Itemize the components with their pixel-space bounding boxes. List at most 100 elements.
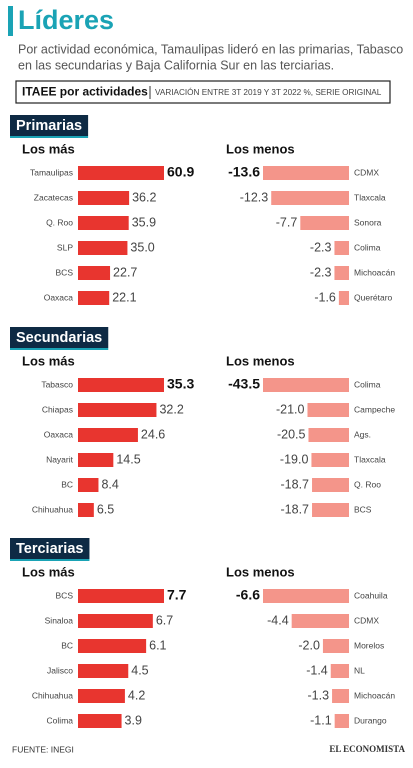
bar xyxy=(291,614,349,628)
bar xyxy=(78,503,94,517)
category-label: Jalisco xyxy=(47,665,73,675)
chart-title: Los menos xyxy=(226,141,295,156)
value-label: 6.5 xyxy=(97,502,114,516)
value-label: -6.6 xyxy=(236,587,260,603)
value-label: -19.0 xyxy=(280,452,309,466)
bar xyxy=(78,589,164,603)
section-underline xyxy=(10,559,90,561)
value-label: 6.1 xyxy=(149,638,166,652)
category-label: Colima xyxy=(354,242,381,252)
value-label: 22.7 xyxy=(113,265,137,279)
category-label: BC xyxy=(61,479,73,489)
section-title: Terciarias xyxy=(16,541,83,557)
value-label: -20.5 xyxy=(277,427,306,441)
value-label: -2.3 xyxy=(310,240,332,254)
label: ITAEE por actividades xyxy=(22,85,148,99)
bar xyxy=(78,266,111,280)
value-label: 24.6 xyxy=(141,427,165,441)
section-underline xyxy=(10,348,109,350)
bar xyxy=(78,403,157,417)
chart-title: Los más xyxy=(22,564,75,579)
bar xyxy=(78,478,99,492)
category-label: BCS xyxy=(56,590,74,600)
value-label: 35.0 xyxy=(130,240,154,254)
value-label: -1.1 xyxy=(310,713,332,727)
category-label: Q. Roo xyxy=(46,217,73,227)
bar xyxy=(263,378,349,392)
category-label: BCS xyxy=(354,504,372,514)
value-label: 35.9 xyxy=(132,215,156,229)
category-label: Zacatecas xyxy=(34,192,73,202)
source: FUENTE: INEGI xyxy=(12,744,74,754)
category-label: Tlaxcala xyxy=(354,192,386,202)
bar xyxy=(330,664,349,678)
category-label: Sinaloa xyxy=(45,615,74,625)
bar xyxy=(312,478,349,492)
bar xyxy=(271,191,349,205)
bar xyxy=(322,639,349,653)
note: VARIACIÓN ENTRE 3T 2019 Y 3T 2022 %, SER… xyxy=(155,87,382,97)
value-label: 4.5 xyxy=(131,663,148,677)
value-label: 35.3 xyxy=(167,376,194,392)
bar xyxy=(300,216,349,230)
bar xyxy=(78,714,122,728)
bar xyxy=(263,166,349,180)
category-label: Coahuila xyxy=(354,590,388,600)
bar xyxy=(78,428,138,442)
section-bg xyxy=(10,115,89,136)
value-label: -1.6 xyxy=(314,290,336,304)
bar xyxy=(78,614,153,628)
value-label: -1.4 xyxy=(306,663,328,677)
category-label: Ags. xyxy=(354,429,371,439)
label-box xyxy=(15,80,391,104)
section-bg xyxy=(10,327,109,348)
chart-title: Los menos xyxy=(226,564,295,579)
value-label: 4.2 xyxy=(128,688,145,702)
value-label: -4.4 xyxy=(267,613,289,627)
bar xyxy=(78,689,125,703)
category-label: Campeche xyxy=(354,404,395,414)
bar xyxy=(312,503,349,517)
section-underline xyxy=(10,136,89,138)
bar xyxy=(263,589,349,603)
category-label: Chihuahua xyxy=(32,690,73,700)
value-label: -1.3 xyxy=(308,688,330,702)
bar xyxy=(332,689,349,703)
category-label: Morelos xyxy=(354,640,384,650)
value-label: -18.7 xyxy=(281,477,310,491)
category-label: BCS xyxy=(56,267,74,277)
value-label: 32.2 xyxy=(159,402,183,416)
subtitle: en las secundarias y Baja California Sur… xyxy=(18,58,334,72)
bar xyxy=(78,453,114,467)
category-label: Colima xyxy=(354,379,381,389)
title: Líderes xyxy=(18,5,114,35)
category-label: Querétaro xyxy=(354,292,393,302)
bar xyxy=(334,714,349,728)
bar xyxy=(334,241,349,255)
category-label: BC xyxy=(61,640,73,650)
value-label: -43.5 xyxy=(228,376,260,392)
category-label: Durango xyxy=(354,715,387,725)
category-label: SLP xyxy=(57,242,73,252)
bar xyxy=(308,428,349,442)
chart-title: Los más xyxy=(22,141,75,156)
category-label: NL xyxy=(354,665,365,675)
value-label: -21.0 xyxy=(276,402,305,416)
value-label: -18.7 xyxy=(281,502,310,516)
category-label: Oaxaca xyxy=(44,292,74,302)
bar xyxy=(78,378,164,392)
bar xyxy=(334,266,349,280)
bar xyxy=(78,216,129,230)
bar xyxy=(78,639,147,653)
bar xyxy=(78,664,129,678)
value-label: 7.7 xyxy=(167,587,187,603)
value-label: -13.6 xyxy=(228,164,260,180)
bar xyxy=(78,166,164,180)
value-label: 36.2 xyxy=(132,190,156,204)
category-label: Tabasco xyxy=(41,379,73,389)
category-label: Oaxaca xyxy=(44,429,74,439)
category-label: Michoacán xyxy=(354,267,395,277)
value-label: 14.5 xyxy=(116,452,140,466)
subtitle: Por actividad económica, Tamaulipas lide… xyxy=(18,42,403,56)
